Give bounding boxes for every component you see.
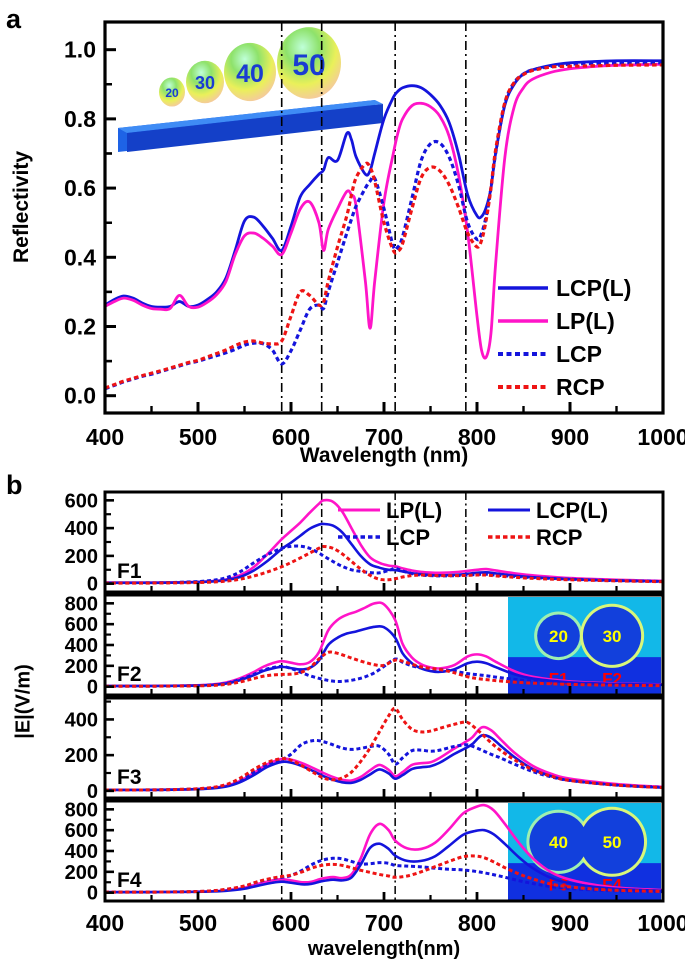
panel-a-ytick: 0.6 xyxy=(64,175,96,201)
subpanel-ytick: 800 xyxy=(65,593,98,615)
series-line-rcp xyxy=(105,650,663,688)
subpanel-ytick: 200 xyxy=(65,656,98,678)
subpanel-ytick: 400 xyxy=(65,518,98,540)
subpanel-ytick: 800 xyxy=(65,799,98,821)
subpanel-f1 xyxy=(105,492,663,592)
panel-a-letter: a xyxy=(6,4,22,34)
subpanel-ytick: 400 xyxy=(65,635,98,657)
panel-b-xtick: 400 xyxy=(86,910,124,936)
inset-circle-label: 30 xyxy=(603,627,622,646)
inset-circle-label: 50 xyxy=(603,833,622,852)
panel-b-legend: LP(L) LCP(L) LCP RCP xyxy=(338,498,608,550)
panel-b-xtick: 1000 xyxy=(637,910,685,936)
legend-label: LCP(L) xyxy=(536,498,608,523)
subpanel-ytick: 600 xyxy=(65,490,98,512)
legend-label: LP(L) xyxy=(556,308,615,334)
series-line-rcp xyxy=(105,63,663,390)
series-line-rcp xyxy=(105,854,663,894)
inset-sphere-label: 50 xyxy=(292,49,325,82)
series-line-lcp xyxy=(105,61,663,391)
series-line-lcpl xyxy=(105,522,663,585)
series-line-lcpl xyxy=(105,733,663,792)
series-line-lcp xyxy=(105,856,663,894)
inset-field-label: F4 xyxy=(602,875,622,894)
legend-label: LP(L) xyxy=(386,498,442,523)
subpanel-name-label: F4 xyxy=(117,869,142,892)
subpanel-name-label: F1 xyxy=(117,560,142,583)
series-line-lcpl xyxy=(105,828,663,894)
subpanel-ytick: 400 xyxy=(65,841,98,863)
panel-a-ytick: 1.0 xyxy=(64,37,96,63)
subpanel-ytick: 0 xyxy=(87,574,98,596)
panel-a-legend: LCP(L) LP(L) LCP RCP xyxy=(498,275,631,400)
legend-label: RCP xyxy=(556,374,605,400)
panel-a-xtick: 400 xyxy=(86,424,124,450)
panel-a-xtick: 600 xyxy=(272,424,310,450)
inset-circle-label: 40 xyxy=(549,833,568,852)
panel-a-xtick: 800 xyxy=(458,424,496,450)
subpanel-name-label: F2 xyxy=(117,663,142,686)
subpanel-ytick: 400 xyxy=(65,709,98,731)
panel-b-xtick: 800 xyxy=(458,910,496,936)
panel-a-xtick: 500 xyxy=(179,424,217,450)
subpanel-ytick: 200 xyxy=(65,862,98,884)
panel-a-xtick: 700 xyxy=(365,424,403,450)
panel-b-xtick: 900 xyxy=(551,910,589,936)
series-line-lpl xyxy=(105,803,663,894)
subpanel-ytick: 200 xyxy=(65,546,98,568)
series-line-rcp xyxy=(105,544,663,585)
subpanel-ytick: 0 xyxy=(87,677,98,699)
series-line-lcp xyxy=(105,738,663,792)
panel-a-ytick: 0.2 xyxy=(64,313,96,339)
panel-a-inset-schematic: 20 30 40 50 xyxy=(118,27,383,152)
series-line-lcp xyxy=(105,657,663,688)
subpanel-ytick: 0 xyxy=(87,781,98,803)
subpanel-ytick: 0 xyxy=(87,883,98,905)
subpanel-ytick: 600 xyxy=(65,614,98,636)
panel-b-letter: b xyxy=(6,470,23,500)
panel-a-ytick: 0.4 xyxy=(64,244,96,270)
panel-a-ytick: 0.8 xyxy=(64,106,96,132)
inset-circle-label: 20 xyxy=(549,627,568,646)
panel-b-x-axis-label: wavelength(nm) xyxy=(307,938,461,960)
inset-sphere-label: 30 xyxy=(195,73,215,93)
inset-sphere-label: 40 xyxy=(236,60,264,88)
subpanel-name-label: F3 xyxy=(117,766,142,789)
panel-a-xtick: 1000 xyxy=(637,424,685,450)
legend-label: LCP xyxy=(386,525,430,550)
series-line-rcp xyxy=(105,706,663,792)
panel-b-xtick: 700 xyxy=(365,910,403,936)
panel-b-xtick: 500 xyxy=(179,910,217,936)
panel-b-xtick: 600 xyxy=(272,910,310,936)
series-line-lcpl xyxy=(105,59,663,309)
legend-label: LCP xyxy=(556,341,602,367)
panel-a-plot: 20 30 40 50 400 500 600 700 800 900 1000 0.0 0.2 0.4 0… xyxy=(0,0,685,465)
panel-b-plot: 0 200 400 600 F1 20 30 F1 F2 0 200 400 600 800 F2 0 200 4… xyxy=(0,470,685,940)
subpanel-f3 xyxy=(105,698,663,798)
subpanel-ytick: 600 xyxy=(65,820,98,842)
inset-sphere-label: 20 xyxy=(165,86,179,100)
series-line-lpl xyxy=(105,498,663,584)
panel-a-xtick: 900 xyxy=(551,424,589,450)
subpanel-ytick: 200 xyxy=(65,745,98,767)
panel-a-x-axis-label: Wavelength (nm) xyxy=(299,444,469,467)
series-line-lpl xyxy=(105,601,663,688)
panel-a-ytick: 0.0 xyxy=(64,383,96,409)
legend-label: RCP xyxy=(536,525,582,550)
legend-label: LCP(L) xyxy=(556,275,631,301)
